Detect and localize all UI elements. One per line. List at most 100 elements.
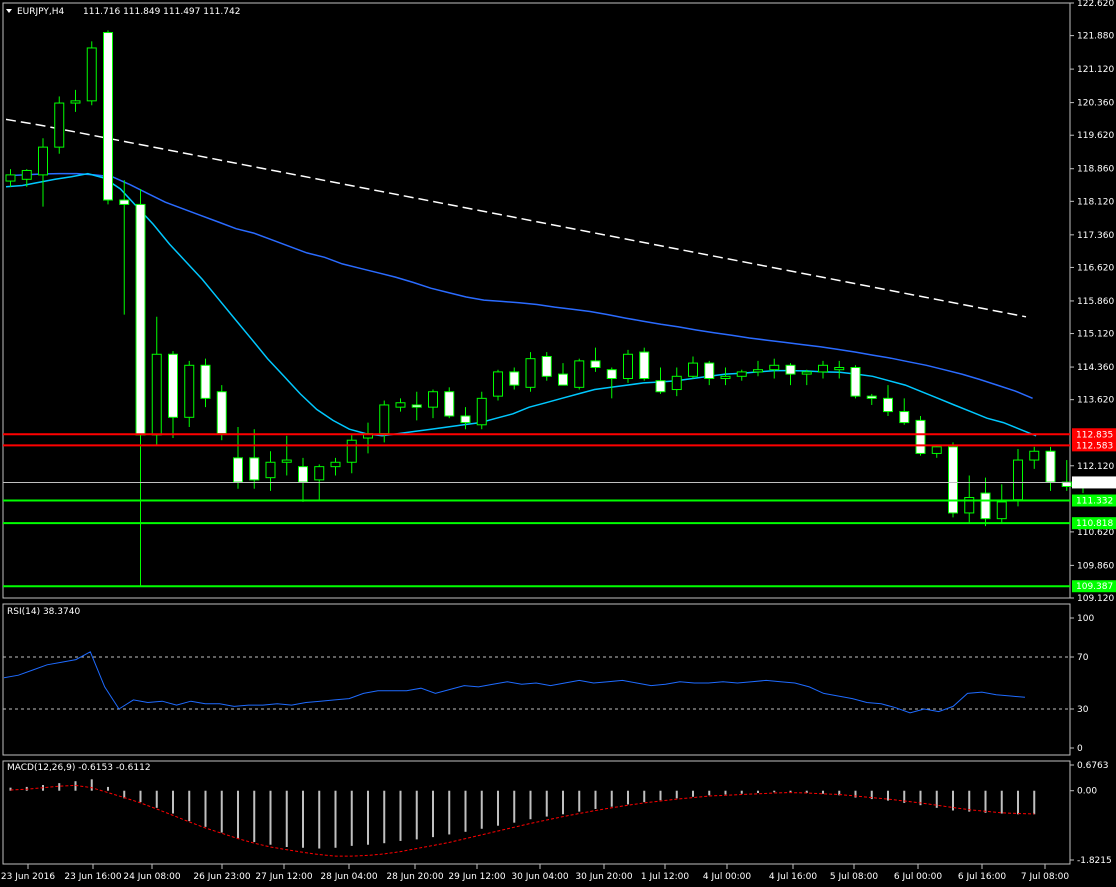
time-tick-label: 4 Jul 00:00 bbox=[703, 872, 752, 882]
candle[interactable] bbox=[639, 347, 650, 381]
candle-body-bull bbox=[736, 371, 747, 377]
candle-body-bull bbox=[70, 100, 81, 104]
candle[interactable] bbox=[574, 358, 585, 390]
candle[interactable] bbox=[623, 349, 633, 383]
candle[interactable] bbox=[785, 363, 796, 386]
candle[interactable] bbox=[184, 360, 195, 427]
macd-histogram: 0.6763 0.00 -1.8215 bbox=[9, 761, 1112, 866]
candle[interactable] bbox=[590, 347, 601, 372]
symbol-label: EURJPY,H4 bbox=[17, 7, 65, 17]
candle[interactable] bbox=[525, 352, 536, 392]
candle[interactable] bbox=[769, 358, 780, 379]
candle[interactable] bbox=[720, 367, 731, 386]
time-tick-label: 27 Jun 12:00 bbox=[255, 872, 312, 882]
candle[interactable] bbox=[444, 387, 455, 419]
candle-body-bull bbox=[330, 461, 341, 468]
candle[interactable] bbox=[70, 89, 81, 112]
candle[interactable] bbox=[753, 360, 763, 377]
candle[interactable] bbox=[931, 444, 942, 458]
candle[interactable] bbox=[493, 369, 503, 401]
candle-body-bear bbox=[249, 457, 260, 481]
candle-body-bear bbox=[655, 380, 666, 393]
candle[interactable] bbox=[119, 180, 130, 315]
candle[interactable] bbox=[38, 138, 48, 207]
candle[interactable] bbox=[216, 385, 227, 441]
rsi-line: 100 70 30 0 bbox=[3, 614, 1094, 754]
level-label: 110.818 bbox=[1076, 519, 1113, 529]
time-tick-label: 5 Jul 08:00 bbox=[830, 872, 879, 882]
price-tick-label: 121.880 bbox=[1077, 32, 1114, 42]
candle-body-bull bbox=[395, 402, 406, 408]
candle[interactable] bbox=[980, 477, 991, 527]
candle[interactable] bbox=[834, 360, 845, 379]
candle[interactable] bbox=[200, 358, 211, 408]
rsi-panel[interactable]: RSI(14) 38.3740 100 70 30 0 bbox=[2, 603, 1094, 756]
menu-triangle-icon[interactable] bbox=[6, 9, 12, 13]
candle[interactable] bbox=[606, 367, 617, 399]
candle[interactable] bbox=[801, 369, 812, 386]
candle[interactable] bbox=[688, 356, 698, 379]
candle-body-bear bbox=[135, 203, 146, 436]
candle[interactable] bbox=[168, 351, 178, 439]
candle[interactable] bbox=[948, 442, 958, 518]
candle[interactable] bbox=[866, 393, 877, 405]
candle[interactable] bbox=[330, 457, 341, 476]
price-tick-label: 122.620 bbox=[1077, 0, 1114, 9]
candle[interactable] bbox=[1029, 446, 1040, 469]
candle[interactable] bbox=[541, 352, 552, 381]
candle[interactable] bbox=[883, 385, 893, 416]
price-tick-label: 121.120 bbox=[1077, 65, 1114, 75]
ohlc-readout: 111.716 111.849 111.497 111.742 bbox=[83, 7, 240, 17]
candle[interactable] bbox=[411, 391, 422, 421]
candle-body-bull bbox=[151, 353, 162, 436]
candle[interactable] bbox=[346, 433, 357, 474]
candle[interactable] bbox=[265, 451, 276, 491]
time-tick-label: 26 Jun 23:00 bbox=[193, 872, 250, 882]
candle[interactable] bbox=[736, 369, 747, 381]
candle[interactable] bbox=[476, 391, 487, 430]
candle[interactable] bbox=[558, 363, 568, 386]
candle[interactable] bbox=[54, 96, 65, 154]
candle[interactable] bbox=[915, 415, 926, 456]
candle-body-bull bbox=[818, 364, 828, 373]
candle[interactable] bbox=[996, 484, 1007, 524]
candle[interactable] bbox=[460, 407, 471, 430]
candle-body-bear bbox=[509, 371, 520, 386]
price-tick-label: 115.860 bbox=[1077, 297, 1114, 307]
candle[interactable] bbox=[395, 398, 406, 412]
candle[interactable] bbox=[850, 365, 861, 399]
ma-slow-line bbox=[5, 118, 1027, 318]
candle[interactable] bbox=[86, 41, 97, 106]
macd-panel[interactable]: MACD(12,26,9) -0.6153 -0.6112 0.6763 0.00… bbox=[2, 760, 1112, 866]
candle[interactable] bbox=[5, 169, 16, 187]
candle-body-bear bbox=[948, 446, 958, 514]
level-tag-support bbox=[1072, 580, 1116, 593]
candle[interactable] bbox=[704, 360, 715, 386]
level-tag-resistance bbox=[1072, 428, 1116, 441]
candle[interactable] bbox=[671, 367, 682, 397]
rsi-tick-label: 100 bbox=[1077, 614, 1094, 624]
candle[interactable] bbox=[899, 398, 910, 425]
candle-body-bull bbox=[574, 360, 585, 388]
candle[interactable] bbox=[21, 169, 32, 187]
candle[interactable] bbox=[509, 367, 520, 390]
candle-body-bear bbox=[883, 397, 893, 413]
time-tick-label: 1 Jul 12:00 bbox=[641, 872, 690, 882]
price-axis: 122.620 121.880 121.120 120.360 119.620 118.8… bbox=[1070, 0, 1114, 604]
rsi-series-line bbox=[3, 651, 1026, 714]
candle[interactable] bbox=[249, 429, 260, 489]
candle[interactable] bbox=[428, 389, 438, 419]
candlesticks[interactable] bbox=[5, 30, 1088, 587]
level-label: 112.583 bbox=[1076, 441, 1113, 451]
candle[interactable] bbox=[655, 367, 666, 394]
price-panel[interactable]: EURJPY,H4 111.716 111.849 111.497 111.74… bbox=[2, 0, 1116, 604]
candle-body-bull bbox=[964, 497, 975, 514]
candle[interactable] bbox=[281, 435, 292, 476]
candle[interactable] bbox=[103, 30, 113, 205]
candle[interactable] bbox=[818, 360, 828, 379]
price-tick-label: 119.620 bbox=[1077, 131, 1114, 141]
price-tick-label: 109.860 bbox=[1077, 561, 1114, 571]
candle-body-bear bbox=[866, 395, 877, 399]
